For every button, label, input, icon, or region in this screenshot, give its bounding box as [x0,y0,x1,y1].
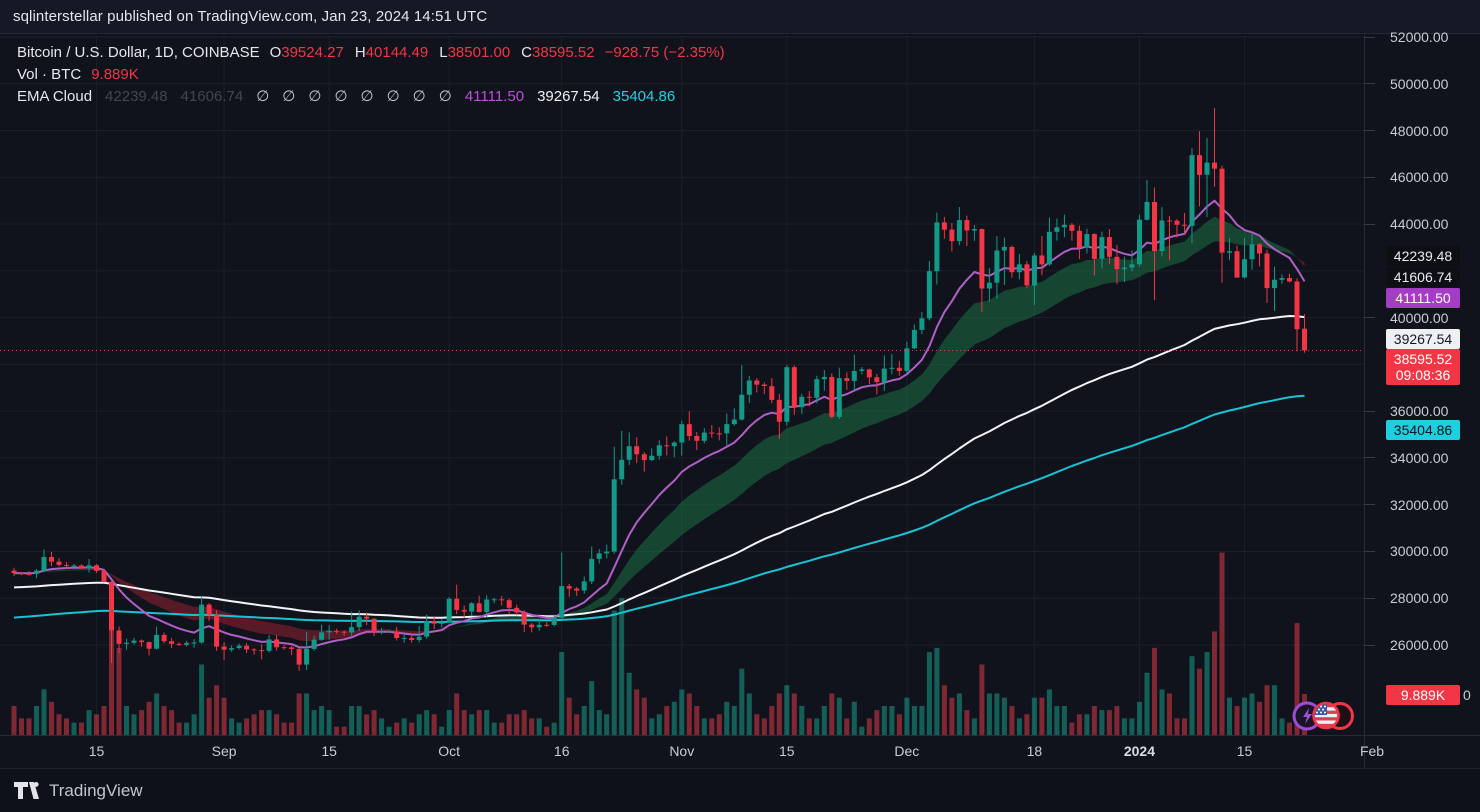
time-axis-label: Sep [211,743,237,759]
price-axis-label: 28000.00 [1390,590,1449,607]
ema-cloud-values: 42239.48 41606.74 ∅ ∅ ∅ ∅ ∅ ∅ ∅ ∅ 41111.50 39267.54… [105,88,675,106]
time-axis-label: Dec [894,743,920,759]
symbol-title: Bitcoin / U.S. Dollar, 1D, COINBASE [17,44,260,61]
price-axis-label: 30000.00 [1390,543,1449,560]
time-axis-label: 16 [553,743,570,759]
time-axis-label: Nov [669,743,695,759]
price-axis-label: 34000.00 [1390,449,1449,466]
ohlc-item: O39524.27 [269,44,344,61]
time-axis-label: Feb [1359,743,1385,759]
symbol-legend-row: Bitcoin / U.S. Dollar, 1D, COINBASE O395… [17,44,725,62]
ema-cloud-value: ∅ [334,88,348,105]
ema-cloud-value: 42239.48 [105,88,168,105]
ohlc-item: C38595.52 [521,44,595,61]
price-axis-tick [1364,317,1375,319]
price-axis-label: 40000.00 [1390,309,1449,326]
change-value: −928.75 (−2.35%) [604,44,725,61]
ema-cloud-value: ∅ [438,88,452,105]
price-axis-tick [1364,597,1375,599]
price-axis-badge: 42239.48 [1386,246,1460,267]
price-axis-tick [1364,644,1375,646]
volume-axis-zero-label: 0 [1463,687,1471,703]
volume-legend-row: Vol · BTC 9.889K [17,66,725,84]
volume-bars-layer [11,552,1307,735]
chart-plot-area[interactable] [0,35,1364,768]
us-flag-event-icon[interactable] [1312,701,1340,730]
ema-cloud-legend-row: EMA Cloud 42239.48 41606.74 ∅ ∅ ∅ ∅ ∅ ∅ ∅ ∅ 41111.… [17,88,725,106]
candles-layer [11,107,1307,671]
ohlc-item: H40144.49 [354,44,429,61]
tradingview-logo-icon[interactable] [13,781,40,800]
volume-label: Vol · BTC [17,66,82,83]
snapshot-header: sqlinterstellar published on TradingView… [0,0,1480,34]
ema-cloud-value: 41111.50 [464,88,525,105]
ema-cloud-label: EMA Cloud [17,88,93,105]
time-axis-label: 15 [779,743,795,759]
time-axis[interactable]: 15 Sep 15 Oct 16 Nov 15 Dec 18 2024 15 Feb [0,736,1480,768]
price-axis-label: 26000.00 [1390,637,1449,653]
price-axis-tick [1364,410,1375,412]
price-axis-label: 52000.00 [1390,29,1449,45]
price-axis-badge: 9.889K [1386,685,1460,705]
price-axis[interactable]: 52000.00 50000.00 48000.00 46000.00 44000.00… [1364,29,1480,768]
footer-bar: TradingView [0,769,1480,812]
ema-cloud-value: ∅ [412,88,426,105]
price-axis-separator [1364,35,1365,768]
time-axis-label: 15 [1236,743,1253,759]
ema-cloud-value: ∅ [308,88,322,105]
chart-legend: Bitcoin / U.S. Dollar, 1D, COINBASE O395… [17,44,725,110]
price-axis-badge: 38595.52 09:08:36 [1386,349,1460,386]
ema-cloud-value: 41606.74 [180,88,244,105]
time-axis-label: 15 [321,743,337,759]
ema-cloud-value: ∅ [360,88,374,105]
price-axis-tick [1364,457,1375,459]
price-axis-tick [1364,130,1375,132]
price-axis-tick [1364,223,1375,225]
snapshot-header-text: sqlinterstellar published on TradingView… [13,8,488,25]
price-axis-label: 44000.00 [1390,216,1449,233]
grid-layer [0,35,1364,735]
ema-cloud-fill [14,216,1305,642]
price-axis-label: 48000.00 [1390,122,1449,139]
ema-cloud-value: ∅ [256,88,270,105]
price-axis-badge: 35404.86 [1386,420,1460,441]
price-axis-badge: 39267.54 [1386,328,1460,349]
volume-value: 9.889K [91,66,139,83]
ema-cloud-value: 35404.86 [612,88,676,105]
price-axis-tick [1364,36,1375,38]
ema-cloud-value: 39267.54 [537,88,600,105]
footer-separator [0,768,1480,769]
ohlc-values: O39524.27 H40144.49 L38501.00 C38595.52 [270,44,595,62]
price-axis-badge: 41606.74 [1386,267,1460,288]
price-axis-tick [1364,176,1375,178]
time-axis-label: 15 [88,743,105,759]
ema-cloud-value: ∅ [386,88,400,105]
price-axis-label: 46000.00 [1390,169,1449,186]
price-axis-label: 50000.00 [1390,75,1449,92]
tradingview-brand-text[interactable]: TradingView [49,780,143,800]
time-axis-label: Oct [438,743,461,759]
price-axis-label: 32000.00 [1390,496,1449,513]
time-axis-label: 18 [1026,743,1043,759]
price-axis-tick [1364,504,1375,506]
price-axis-label: 36000.00 [1390,403,1449,420]
price-axis-tick [1364,550,1375,552]
ema-cloud-value: ∅ [282,88,296,105]
time-axis-label: 2024 [1123,743,1156,759]
price-axis-badge: 41111.50 [1386,287,1460,308]
ohlc-item: L38501.00 [439,44,511,61]
timeline-event-icons[interactable] [1291,699,1357,733]
time-axis-separator [0,735,1480,736]
price-axis-tick [1364,83,1375,85]
